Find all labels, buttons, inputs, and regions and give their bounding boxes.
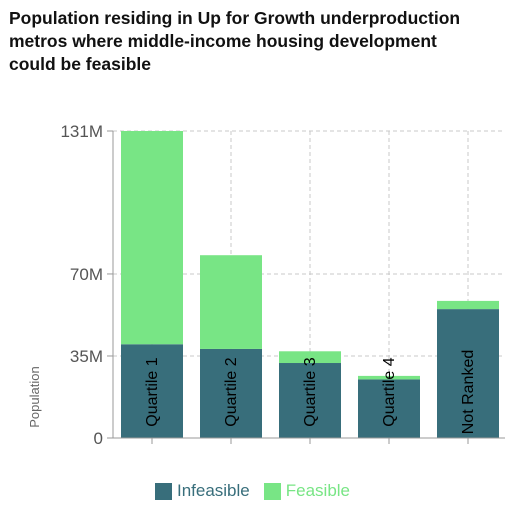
- y-tick-label: 70M: [70, 265, 103, 284]
- title-line-3: could be feasible: [9, 54, 151, 74]
- legend-label-feasible: Feasible: [285, 481, 351, 500]
- bar-feasible: [121, 131, 183, 345]
- y-axis-title: Population: [27, 366, 42, 427]
- legend-label-infeasible: Infeasible: [176, 481, 250, 500]
- bar-infeasible: [121, 344, 183, 438]
- legend: Infeasible Feasible: [0, 481, 505, 501]
- bar-feasible: [437, 300, 499, 310]
- bar-feasible: [279, 351, 341, 364]
- bars-layer: [121, 131, 499, 438]
- bar-infeasible: [279, 363, 341, 438]
- bar-infeasible: [200, 348, 262, 438]
- category-label: Quartile 3: [302, 357, 319, 426]
- category-label: Quartile 2: [223, 357, 240, 426]
- y-tick-label: 35M: [70, 347, 103, 366]
- category-label: Quartile 4: [381, 357, 398, 426]
- legend-swatch-infeasible: [154, 482, 172, 500]
- title-line-2: metros where middle-income housing devel…: [9, 31, 437, 51]
- legend-item-feasible[interactable]: Feasible: [263, 481, 351, 501]
- chart-title: Population residing in Up for Growth und…: [9, 7, 499, 76]
- category-label: Quartile 1: [144, 357, 161, 426]
- category-label: Not Ranked: [460, 350, 477, 435]
- bar-feasible: [200, 255, 262, 349]
- bar-infeasible: [437, 309, 499, 438]
- bar-feasible: [358, 375, 420, 380]
- legend-swatch-feasible: [263, 482, 281, 500]
- y-tick-label: 0: [94, 429, 103, 448]
- labels-layer: 0 35M 70M 131M Quartile 1 Quartile 2 Quartile …: [27, 122, 477, 448]
- axis-layer: [107, 130, 505, 444]
- legend-item-infeasible[interactable]: Infeasible: [154, 481, 250, 501]
- bar-infeasible: [358, 379, 420, 438]
- y-tick-label: 131M: [60, 122, 103, 141]
- title-line-1: Population residing in Up for Growth und…: [9, 8, 461, 28]
